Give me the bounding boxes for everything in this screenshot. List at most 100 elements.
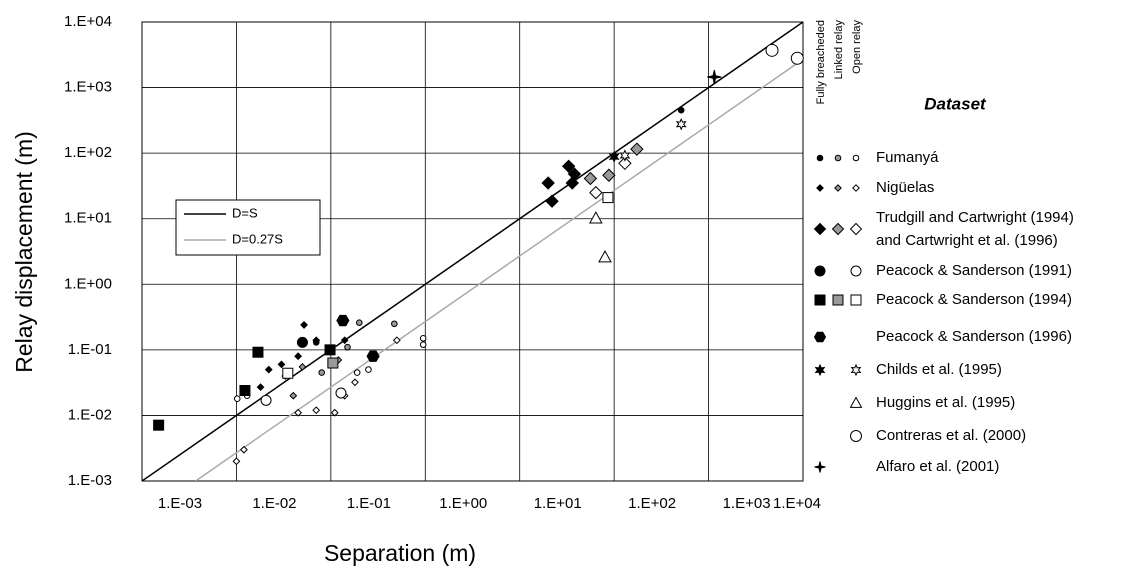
legend-marker xyxy=(834,154,842,162)
x-tick-label: 1.E-02 xyxy=(252,495,296,512)
data-point xyxy=(252,346,264,358)
data-point xyxy=(324,344,336,356)
y-axis-title: Relay displacement (m) xyxy=(11,131,37,373)
data-point xyxy=(588,211,603,224)
legend-marker xyxy=(832,294,844,306)
data-point xyxy=(239,384,251,396)
x-tick-label: 1.E+04 xyxy=(773,495,821,512)
legend-title: Dataset xyxy=(924,94,987,113)
x-tick-label: 1.E+00 xyxy=(439,495,487,512)
legend-marker xyxy=(850,294,862,306)
data-point xyxy=(565,176,579,190)
data-point xyxy=(294,408,303,417)
reference-line xyxy=(142,22,803,481)
data-point xyxy=(366,350,380,362)
legend-marker xyxy=(813,331,827,343)
data-point xyxy=(260,394,272,406)
data-point xyxy=(289,391,298,400)
data-point xyxy=(296,336,308,348)
data-point xyxy=(264,365,273,374)
data-point xyxy=(239,445,248,454)
legend-marker xyxy=(814,265,826,277)
data-point xyxy=(765,43,779,57)
y-tick-label: 1.E+02 xyxy=(64,144,112,161)
legend-marker xyxy=(852,184,860,192)
legend-marker xyxy=(831,222,845,236)
legend-label: Trudgill and Cartwright (1994) xyxy=(876,209,1074,226)
line-legend-label: D=0.27S xyxy=(232,231,283,246)
legend-marker xyxy=(834,184,842,192)
y-tick-label: 1.E+03 xyxy=(64,79,112,96)
data-point xyxy=(790,51,804,65)
legend-label: Peacock & Sanderson (1996) xyxy=(876,328,1072,345)
data-point xyxy=(618,156,632,171)
legend-marker xyxy=(850,430,862,442)
data-point xyxy=(340,336,349,345)
data-point xyxy=(327,357,339,369)
y-tick-label: 1.E+04 xyxy=(64,13,112,30)
data-point xyxy=(602,192,614,204)
x-tick-label: 1.E-03 xyxy=(158,495,202,512)
legend-marker xyxy=(816,184,824,192)
data-point xyxy=(351,378,359,387)
legend-marker xyxy=(850,265,862,277)
legend-column-header: Linked relay xyxy=(833,20,845,80)
legend-label: Contreras et al. (2000) xyxy=(876,427,1026,444)
data-point xyxy=(335,387,347,399)
legend-label: Childs et al. (1995) xyxy=(876,361,1002,378)
legend-marker xyxy=(850,363,862,377)
x-tick-label: 1.E+03 xyxy=(723,495,771,512)
legend-marker xyxy=(814,461,826,473)
data-point xyxy=(391,320,398,328)
data-point xyxy=(707,69,722,85)
legend-marker xyxy=(816,154,824,162)
line-legend-box xyxy=(175,199,321,256)
legend-label: Peacock & Sanderson (1994) xyxy=(876,291,1072,308)
data-point xyxy=(392,336,401,345)
data-point xyxy=(355,319,363,326)
data-point xyxy=(277,360,286,369)
data-point xyxy=(598,250,612,263)
y-tick-label: 1.E+00 xyxy=(64,275,112,292)
line-legend-label: D=S xyxy=(232,205,258,220)
data-point xyxy=(294,352,303,361)
data-point xyxy=(608,150,620,164)
data-point xyxy=(545,194,559,208)
data-point xyxy=(336,314,350,327)
data-point xyxy=(583,171,598,186)
legend-column-header: Open relay xyxy=(851,20,863,74)
data-point xyxy=(419,335,427,342)
data-point xyxy=(300,321,308,329)
x-tick-label: 1.E+01 xyxy=(534,495,582,512)
legend-label: and Cartwright et al. (1996) xyxy=(876,232,1058,249)
legend-marker xyxy=(813,222,827,236)
data-point xyxy=(298,362,307,371)
data-point xyxy=(312,336,321,345)
legend-label: Fumanyá xyxy=(876,149,939,166)
legend-marker xyxy=(814,363,826,377)
legend-marker xyxy=(849,222,863,236)
legend-marker xyxy=(849,396,863,408)
x-axis-title: Separation (m) xyxy=(324,540,476,566)
legend-label: Nigüelas xyxy=(876,179,934,196)
data-point xyxy=(589,185,603,200)
data-point xyxy=(675,117,687,131)
legend-marker xyxy=(814,294,826,306)
y-tick-label: 1.E-03 xyxy=(68,472,112,489)
data-point xyxy=(630,142,644,156)
data-point xyxy=(365,366,372,373)
legend-label: Alfaro et al. (2001) xyxy=(876,458,999,475)
data-point xyxy=(282,367,294,379)
y-tick-label: 1.E-01 xyxy=(68,341,112,358)
data-point xyxy=(419,341,427,348)
data-point xyxy=(602,168,616,182)
data-point xyxy=(561,159,576,174)
legend-label: Huggins et al. (1995) xyxy=(876,394,1015,411)
data-point xyxy=(318,369,326,376)
legend-marker xyxy=(852,154,860,162)
data-point xyxy=(677,106,685,114)
data-point xyxy=(153,419,165,431)
y-tick-label: 1.E+01 xyxy=(64,210,112,227)
data-point xyxy=(330,408,339,417)
